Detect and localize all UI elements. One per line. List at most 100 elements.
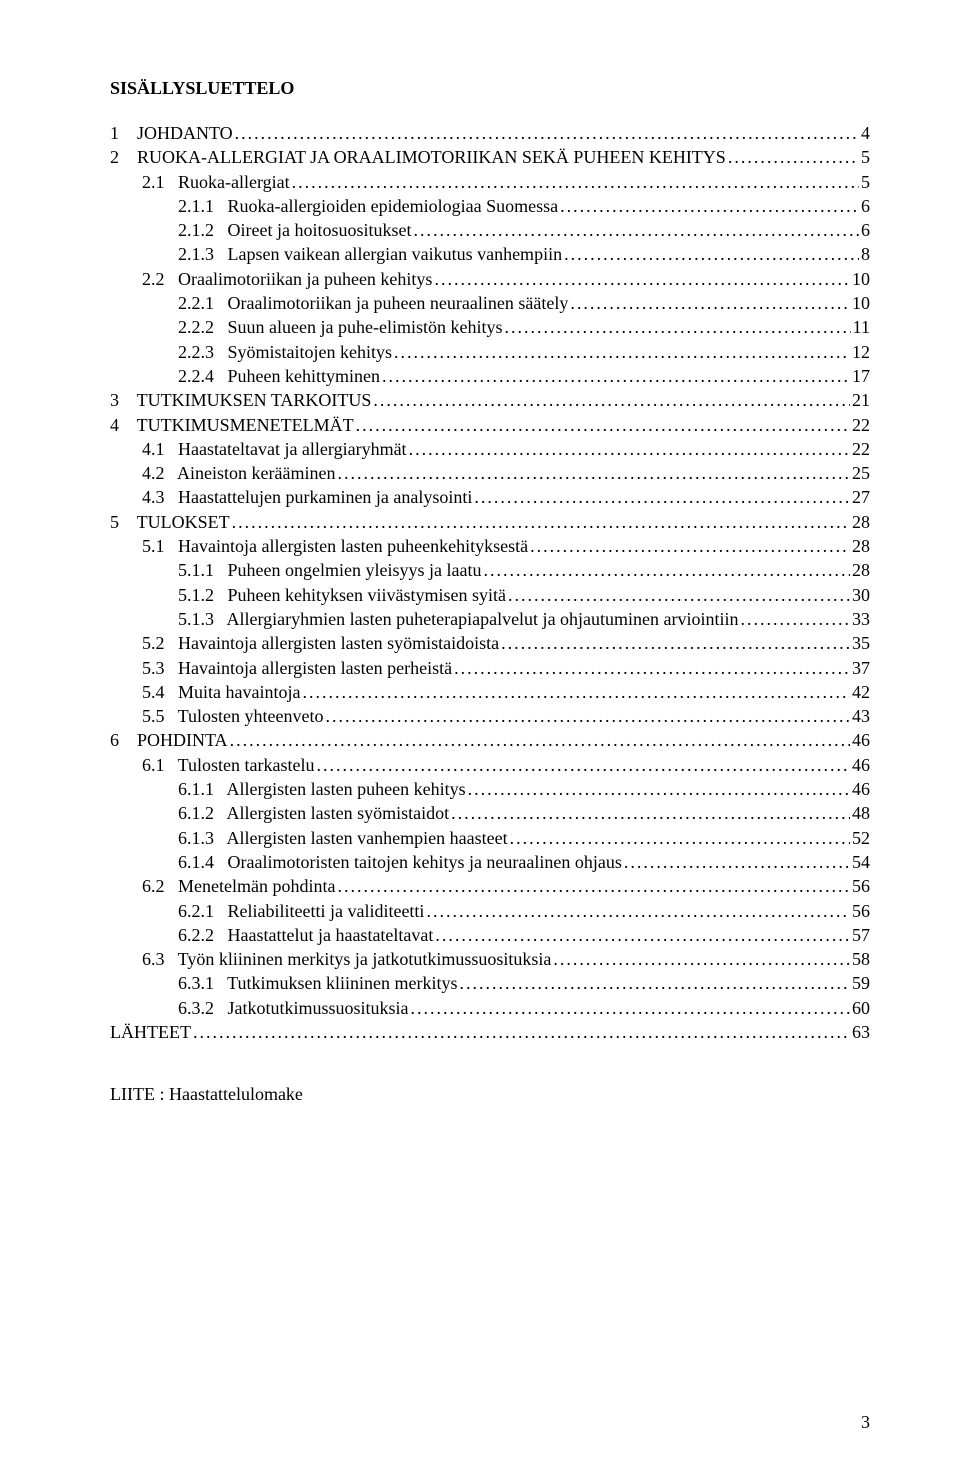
toc-leader-dots (510, 826, 850, 850)
toc-entry: 2.1 Ruoka-allergiat5 (110, 170, 870, 194)
toc-entry-page: 21 (852, 388, 870, 412)
toc-leader-dots (193, 1020, 850, 1044)
toc-entry-page: 35 (852, 631, 870, 655)
toc-entry: 6.1.3 Allergisten lasten vanhempien haas… (110, 826, 870, 850)
toc-leader-dots (413, 218, 859, 242)
toc-entry-label: 5.1.3 Allergiaryhmien lasten puheterapia… (178, 607, 739, 631)
toc-entry: 5.1.3 Allergiaryhmien lasten puheterapia… (110, 607, 870, 631)
toc-entry-label: 2.1 Ruoka-allergiat (142, 170, 290, 194)
toc-leader-dots (411, 996, 850, 1020)
toc-leader-dots (501, 631, 850, 655)
toc-entry-label: 6.3.2 Jatkotutkimussuosituksia (178, 996, 409, 1020)
toc-entry: 2.2.1 Oraalimotoriikan ja puheen neuraal… (110, 291, 870, 315)
toc-entry-page: 60 (852, 996, 870, 1020)
toc-leader-dots (451, 801, 850, 825)
toc-entry: 1 JOHDANTO4 (110, 121, 870, 145)
toc-entry-page: 42 (852, 680, 870, 704)
toc-entry-page: 63 (852, 1020, 870, 1044)
toc-entry-label: 2.2.1 Oraalimotoriikan ja puheen neuraal… (178, 291, 568, 315)
toc-entry-page: 57 (852, 923, 870, 947)
toc-entry: 6.2.1 Reliabiliteetti ja validiteetti 56 (110, 899, 870, 923)
toc-leader-dots (483, 558, 850, 582)
toc-entry-page: 10 (852, 267, 870, 291)
toc-entry-page: 11 (853, 315, 870, 339)
toc-entry-page: 5 (861, 145, 870, 169)
toc-entry: 6.3 Työn kliininen merkitys ja jatkotutk… (110, 947, 870, 971)
toc-entry-page: 56 (852, 899, 870, 923)
toc-entry-page: 6 (861, 194, 870, 218)
toc-entry-label: 5.5 Tulosten yhteenveto (142, 704, 324, 728)
toc-entry-page: 12 (852, 340, 870, 364)
toc-entry-page: 30 (852, 583, 870, 607)
toc-entry-page: 28 (852, 558, 870, 582)
toc-entry-label: 6.1.3 Allergisten lasten vanhempien haas… (178, 826, 508, 850)
toc-entry-label: 6.1.1 Allergisten lasten puheen kehitys (178, 777, 466, 801)
toc-leader-dots (468, 777, 850, 801)
toc-leader-dots (382, 364, 850, 388)
toc-leader-dots (302, 680, 850, 704)
toc-entry: 5.4 Muita havaintoja42 (110, 680, 870, 704)
toc-entry: 6.1.2 Allergisten lasten syömistaidot48 (110, 801, 870, 825)
toc-entry: 2.2.3 Syömistaitojen kehitys 12 (110, 340, 870, 364)
toc-entry-label: 5 TULOKSET (110, 510, 230, 534)
toc-entry-page: 33 (852, 607, 870, 631)
toc-entry-label: 4.1 Haastateltavat ja allergiaryhmät (142, 437, 407, 461)
toc-entry: 5.1.2 Puheen kehityksen viivästymisen sy… (110, 583, 870, 607)
toc-entry-label: 6.1.2 Allergisten lasten syömistaidot (178, 801, 449, 825)
toc-entry: 3 TUTKIMUKSEN TARKOITUS 21 (110, 388, 870, 412)
page-number: 3 (861, 1412, 870, 1433)
toc-entry-label: 6.2.1 Reliabiliteetti ja validiteetti (178, 899, 424, 923)
toc-entry-label: 2.2.4 Puheen kehittyminen (178, 364, 380, 388)
toc-leader-dots (560, 194, 859, 218)
toc-entry-page: 46 (852, 728, 870, 752)
toc-entry-page: 58 (852, 947, 870, 971)
toc-entry-page: 10 (852, 291, 870, 315)
toc-leader-dots (624, 850, 850, 874)
toc-entry-page: 25 (852, 461, 870, 485)
toc-entry-label: 6 POHDINTA (110, 728, 228, 752)
toc-leader-dots (530, 534, 850, 558)
toc-list: 1 JOHDANTO42 RUOKA-ALLERGIAT JA ORAALIMO… (110, 121, 870, 1044)
toc-entry-page: 8 (861, 242, 870, 266)
toc-leader-dots (504, 315, 850, 339)
toc-entry: 5.1 Havaintoja allergisten lasten puheen… (110, 534, 870, 558)
toc-entry-label: 2.2.2 Suun alueen ja puhe-elimistön kehi… (178, 315, 502, 339)
toc-entry: 6.1.4 Oraalimotoristen taitojen kehitys … (110, 850, 870, 874)
toc-entry: 5.5 Tulosten yhteenveto43 (110, 704, 870, 728)
toc-leader-dots (326, 704, 850, 728)
toc-entry-page: 27 (852, 485, 870, 509)
toc-leader-dots (564, 242, 859, 266)
toc-entry-label: 6.1.4 Oraalimotoristen taitojen kehitys … (178, 850, 622, 874)
toc-leader-dots (460, 971, 850, 995)
toc-entry-page: 54 (852, 850, 870, 874)
toc-entry-label: LÄHTEET (110, 1020, 191, 1044)
toc-entry-page: 28 (852, 510, 870, 534)
toc-leader-dots (553, 947, 850, 971)
toc-leader-dots (373, 388, 850, 412)
toc-entry: LÄHTEET 63 (110, 1020, 870, 1044)
toc-entry-label: 5.1 Havaintoja allergisten lasten puheen… (142, 534, 528, 558)
toc-entry: 2.1.2 Oireet ja hoitosuositukset6 (110, 218, 870, 242)
toc-leader-dots (728, 145, 859, 169)
toc-leader-dots (337, 874, 850, 898)
toc-entry-label: 3 TUTKIMUKSEN TARKOITUS (110, 388, 371, 412)
toc-entry: 4.3 Haastattelujen purkaminen ja analyso… (110, 485, 870, 509)
toc-entry-page: 46 (852, 753, 870, 777)
toc-entry: 5.2 Havaintoja allergisten lasten syömis… (110, 631, 870, 655)
toc-entry-label: 2.2.3 Syömistaitojen kehitys (178, 340, 392, 364)
toc-leader-dots (434, 267, 850, 291)
toc-leader-dots (741, 607, 850, 631)
toc-entry: 2.2.4 Puheen kehittyminen17 (110, 364, 870, 388)
toc-entry: 6.1.1 Allergisten lasten puheen kehitys4… (110, 777, 870, 801)
toc-leader-dots (356, 413, 850, 437)
toc-entry: 2.2.2 Suun alueen ja puhe-elimistön kehi… (110, 315, 870, 339)
toc-leader-dots (292, 170, 859, 194)
toc-entry-page: 59 (852, 971, 870, 995)
toc-entry: 4.1 Haastateltavat ja allergiaryhmät22 (110, 437, 870, 461)
toc-entry-label: 5.1.1 Puheen ongelmien yleisyys ja laatu (178, 558, 481, 582)
toc-entry: 6.1 Tulosten tarkastelu46 (110, 753, 870, 777)
toc-entry-label: 5.1.2 Puheen kehityksen viivästymisen sy… (178, 583, 506, 607)
appendix-line: LIITE : Haastattelulomake (110, 1084, 870, 1105)
toc-leader-dots (570, 291, 850, 315)
toc-entry-label: 4.3 Haastattelujen purkaminen ja analyso… (142, 485, 472, 509)
